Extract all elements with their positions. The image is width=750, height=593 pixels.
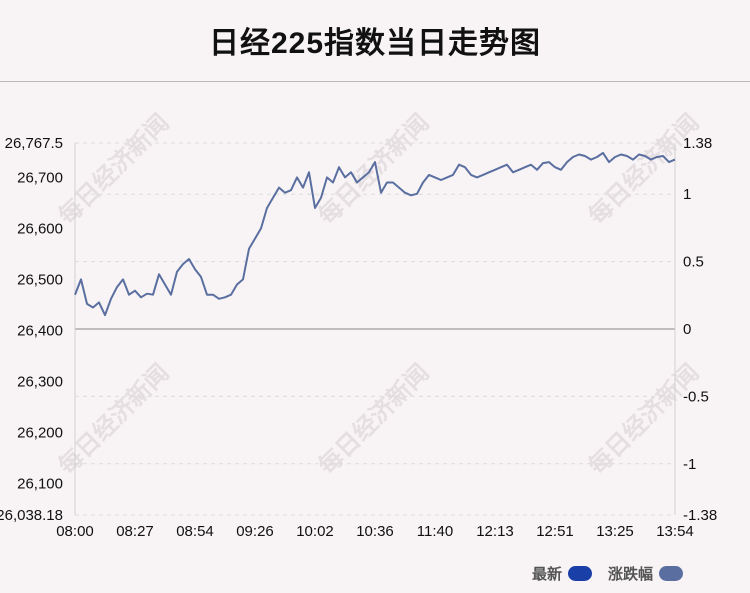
grid-lines (75, 142, 675, 516)
series-line-latest (74, 151, 676, 317)
right-tick-label: 1 (683, 186, 691, 203)
title-divider (0, 81, 750, 82)
right-tick-label: -1 (683, 456, 696, 473)
x-tick-label: 13:25 (596, 523, 634, 540)
right-tick-label: -0.5 (683, 388, 709, 405)
right-tick-label: 0.5 (683, 254, 704, 271)
x-tick-label: 08:27 (116, 523, 154, 540)
x-tick-label: 10:02 (296, 523, 334, 540)
series-group (74, 151, 676, 317)
legend-swatch-change (659, 565, 684, 581)
right-tick-label: -1.38 (683, 507, 717, 524)
left-tick-label: 26,038.18 (0, 507, 63, 524)
left-tick-label: 26,500 (17, 271, 63, 288)
left-tick-label: 26,200 (17, 424, 63, 441)
left-tick-label: 26,767.5 (5, 135, 63, 152)
right-axis-ticks: 1.38 1 0.5 0 -0.5 -1 -1.38 (683, 135, 717, 524)
x-tick-label: 09:26 (236, 523, 274, 540)
chart-title: 日经225指数当日走势图 (208, 27, 542, 60)
x-tick-label: 11:40 (417, 523, 453, 540)
x-tick-label: 13:54 (656, 523, 694, 540)
left-axis-ticks: 26,767.5 26,700 26,600 26,500 26,400 26,300 26… (0, 135, 63, 524)
x-tick-label: 10:36 (356, 523, 394, 540)
right-tick-label: 0 (683, 321, 691, 338)
left-tick-label: 26,400 (17, 322, 63, 339)
x-tick-label: 12:51 (536, 523, 574, 540)
left-tick-label: 26,300 (17, 373, 63, 390)
left-tick-label: 26,600 (17, 220, 63, 237)
right-tick-label: 1.38 (683, 135, 712, 152)
legend-swatch-latest (568, 565, 593, 581)
legend: 最新 涨跌幅 (532, 563, 684, 583)
x-axis-ticks: 08:00 08:27 08:54 09:26 10:02 10:36 11:40 12:13… (56, 523, 694, 540)
legend-label-change: 涨跌幅 (608, 565, 654, 583)
axes (74, 143, 676, 515)
left-tick-label: 26,100 (17, 475, 63, 492)
x-tick-label: 12:13 (476, 523, 514, 540)
legend-label-latest: 最新 (532, 565, 563, 583)
left-tick-label: 26,700 (17, 169, 63, 186)
x-tick-label: 08:54 (176, 523, 214, 540)
x-tick-label: 08:00 (56, 523, 94, 540)
